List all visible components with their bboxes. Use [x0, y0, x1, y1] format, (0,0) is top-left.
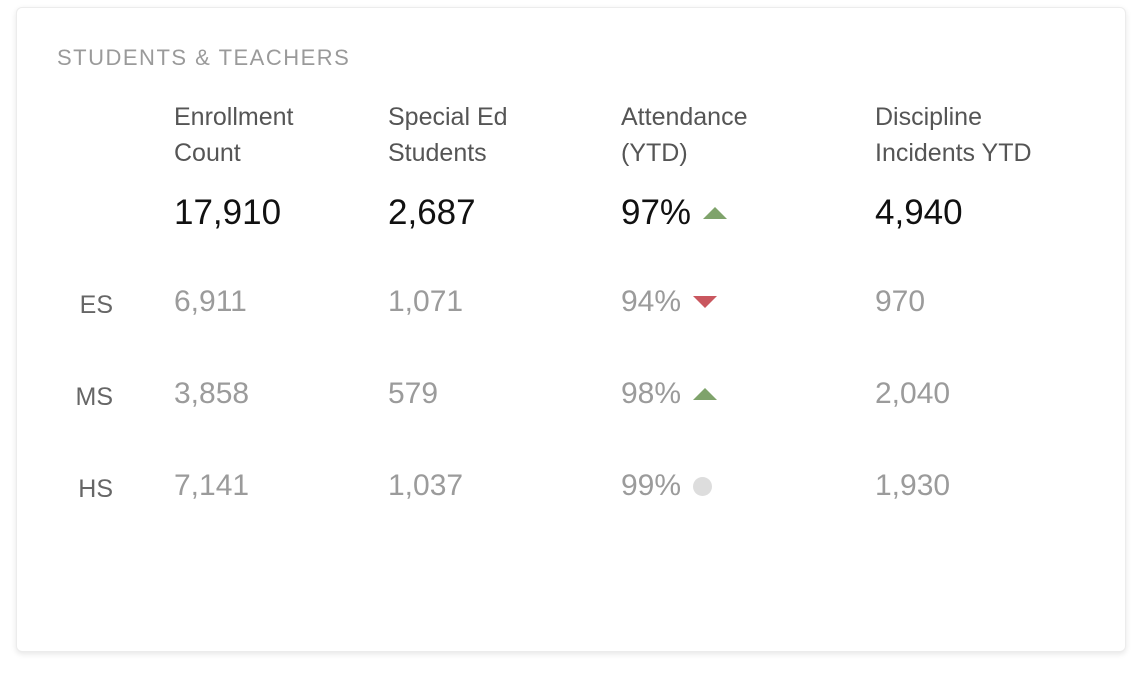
header-line: Count — [174, 139, 241, 167]
ms-attendance-value: 98% — [621, 377, 682, 410]
hs-special-ed: 1,037 — [388, 469, 464, 502]
students-teachers-card: STUDENTS & TEACHERS Enrollment Count Spe… — [16, 7, 1126, 652]
row-label-ms: MS — [75, 383, 114, 411]
column-header-special-ed: Special Ed Students — [388, 99, 508, 171]
header-line: Attendance — [621, 103, 748, 131]
ms-attendance: 98% — [621, 377, 718, 411]
column-header-attendance: Attendance (YTD) — [621, 99, 748, 171]
trend-down-icon — [693, 296, 718, 308]
column-header-enrollment: Enrollment Count — [174, 99, 294, 171]
es-discipline: 970 — [875, 285, 926, 318]
trend-neutral-icon — [693, 476, 713, 496]
row-label-hs: HS — [78, 475, 113, 503]
header-line: Discipline — [875, 103, 982, 131]
card-title: STUDENTS & TEACHERS — [57, 45, 351, 70]
es-attendance: 94% — [621, 285, 718, 319]
total-enrollment: 17,910 — [174, 193, 282, 232]
total-attendance-value: 97% — [621, 193, 692, 232]
hs-attendance: 99% — [621, 469, 713, 503]
column-header-discipline: Discipline Incidents YTD — [875, 99, 1032, 171]
trend-up-icon — [693, 388, 718, 400]
total-discipline: 4,940 — [875, 193, 963, 232]
header-line: Students — [388, 139, 487, 167]
header-line: Incidents YTD — [875, 139, 1032, 167]
trend-up-icon — [703, 207, 728, 219]
header-line: (YTD) — [621, 139, 688, 167]
ms-special-ed: 579 — [388, 377, 439, 410]
hs-discipline: 1,930 — [875, 469, 951, 502]
total-attendance: 97% — [621, 191, 728, 235]
es-special-ed: 1,071 — [388, 285, 464, 318]
ms-enrollment: 3,858 — [174, 377, 250, 410]
header-line: Enrollment — [174, 103, 294, 131]
es-enrollment: 6,911 — [174, 285, 247, 318]
hs-attendance-value: 99% — [621, 469, 682, 502]
total-special-ed: 2,687 — [388, 193, 476, 232]
es-attendance-value: 94% — [621, 285, 682, 318]
header-line: Special Ed — [388, 103, 508, 131]
ms-discipline: 2,040 — [875, 377, 951, 410]
row-label-es: ES — [79, 291, 113, 319]
hs-enrollment: 7,141 — [174, 469, 250, 502]
